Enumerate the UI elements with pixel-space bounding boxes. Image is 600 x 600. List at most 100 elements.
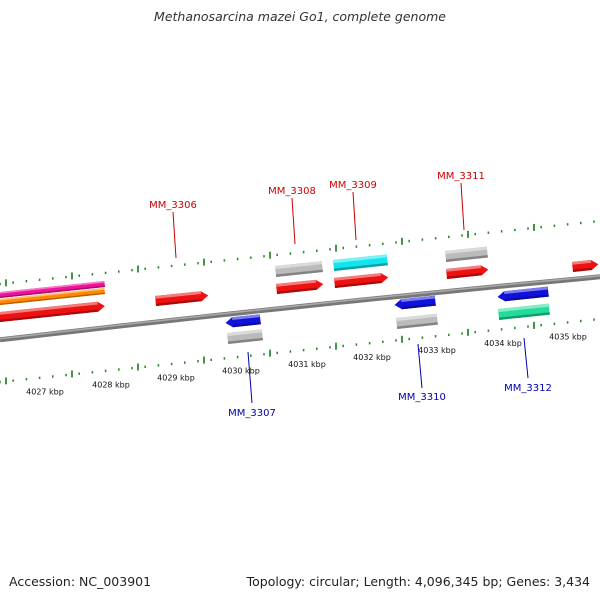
label-layer: 4027 kbp 4028 kbp 4029 kbp 4030 kbp 4031 kbp… xyxy=(26,171,587,419)
inner-minor-tick xyxy=(302,348,305,352)
grey-feature-shadow xyxy=(396,322,438,329)
inner-minor-tick xyxy=(461,332,463,335)
inner-minor-tick xyxy=(38,376,41,380)
outer-minor-tick xyxy=(170,264,173,268)
gene-label: MM_3309 xyxy=(329,180,377,191)
outer-minor-tick xyxy=(448,235,450,239)
gene-leader-line xyxy=(460,182,465,231)
scale-label: 4035 kbp xyxy=(549,332,587,341)
cds-arrow-body xyxy=(0,301,105,323)
inner-minor-tick xyxy=(250,354,252,357)
inner-minor-tick xyxy=(316,347,318,350)
gene-label: MM_3311 xyxy=(437,171,485,182)
outer-minor-tick xyxy=(566,223,569,226)
scale-label: 4033 kbp xyxy=(418,346,456,355)
inner-minor-tick xyxy=(0,380,1,384)
inner-minor-tick xyxy=(448,333,450,337)
cds-arrow-shadow xyxy=(155,298,202,306)
inner-minor-tick xyxy=(421,336,424,339)
inner-minor-tick xyxy=(329,346,331,349)
genome-backbone xyxy=(0,274,600,343)
cds-arrow-highlight xyxy=(276,279,317,287)
cds-arrow-shadow xyxy=(276,287,317,294)
inner-minor-tick xyxy=(566,321,569,324)
gene-leader-line xyxy=(523,337,529,379)
gene-label: MM_3306 xyxy=(149,200,197,211)
cds-arrow-highlight xyxy=(155,291,202,299)
outer-minor-tick xyxy=(197,262,199,265)
scale-label: 4030 kbp xyxy=(222,367,260,376)
outer-minor-tick xyxy=(289,252,292,255)
outer-minor-tick xyxy=(276,253,278,257)
gene-leader-line xyxy=(417,343,423,389)
inner-minor-tick xyxy=(236,355,239,359)
inner-minor-tick xyxy=(408,337,410,341)
inner-minor-tick xyxy=(368,341,371,345)
outer-minor-tick xyxy=(302,250,305,254)
inner-minor-tick xyxy=(487,329,490,332)
outer-minor-tick xyxy=(382,242,384,246)
outer-minor-tick xyxy=(593,220,595,223)
cds-arrow-shadow xyxy=(0,309,99,323)
grey-feature xyxy=(445,246,488,262)
cds-arrow-reverse-highlight xyxy=(503,286,549,295)
outer-minor-tick xyxy=(500,230,503,233)
gene-leader-line xyxy=(247,351,253,404)
outer-minor-tick xyxy=(580,221,582,225)
inner-minor-tick xyxy=(118,368,120,371)
outer-minor-tick xyxy=(553,224,556,227)
inner-minor-tick xyxy=(540,323,542,327)
inner-minor-tick xyxy=(78,372,80,375)
cds-arrow-shadow xyxy=(572,267,592,272)
outer-minor-tick xyxy=(78,274,80,277)
inner-tick-track xyxy=(0,318,595,385)
inner-minor-tick xyxy=(527,325,529,328)
cds-arrow-highlight xyxy=(572,260,592,265)
gene-label: MM_3310 xyxy=(398,392,446,403)
green-feature xyxy=(498,303,550,320)
inner-minor-tick xyxy=(514,326,516,330)
inner-minor-tick xyxy=(342,344,344,348)
grey-feature-highlight xyxy=(445,246,488,255)
outer-minor-tick xyxy=(368,243,371,247)
inner-minor-tick xyxy=(131,366,133,370)
scale-label: 4034 kbp xyxy=(484,339,522,348)
outer-minor-tick xyxy=(52,277,54,280)
inner-minor-tick xyxy=(382,340,384,344)
magenta-feature xyxy=(0,280,105,299)
cds-arrow-reverse-highlight xyxy=(231,314,261,321)
outer-minor-tick xyxy=(461,234,463,237)
genome-summary: Topology: circular; Length: 4,096,345 bp… xyxy=(246,574,590,589)
outer-minor-tick xyxy=(316,249,318,252)
outer-minor-tick xyxy=(263,255,265,258)
grey-feature-shadow xyxy=(227,337,263,344)
gene-leader-line xyxy=(291,197,296,245)
outer-minor-tick xyxy=(223,259,226,262)
cyan-feature-shadow xyxy=(333,262,388,271)
green-feature-shadow xyxy=(498,312,550,320)
outer-minor-tick xyxy=(250,256,252,259)
outer-minor-tick xyxy=(12,281,14,284)
outer-minor-tick xyxy=(527,227,529,230)
inner-minor-tick xyxy=(170,362,173,366)
inner-minor-tick xyxy=(355,343,358,346)
inner-minor-tick xyxy=(144,365,146,368)
inner-minor-tick xyxy=(434,335,437,338)
cds-arrow xyxy=(0,301,105,323)
grey-feature-shadow xyxy=(445,255,488,262)
outer-minor-tick xyxy=(540,225,542,229)
outer-minor-tick xyxy=(474,232,476,236)
outer-minor-tick xyxy=(144,267,146,270)
outer-minor-tick xyxy=(104,271,107,275)
inner-minor-tick xyxy=(395,339,397,342)
inner-minor-tick xyxy=(580,319,582,323)
inner-minor-tick xyxy=(104,369,107,373)
orange-feature xyxy=(0,287,105,306)
inner-minor-tick xyxy=(223,357,226,360)
cds-arrow-highlight xyxy=(446,265,482,272)
cds-arrow-reverse-shadow xyxy=(504,294,549,302)
gene-label: MM_3312 xyxy=(504,383,552,394)
outer-minor-tick xyxy=(408,239,410,243)
inner-minor-tick xyxy=(197,360,199,363)
